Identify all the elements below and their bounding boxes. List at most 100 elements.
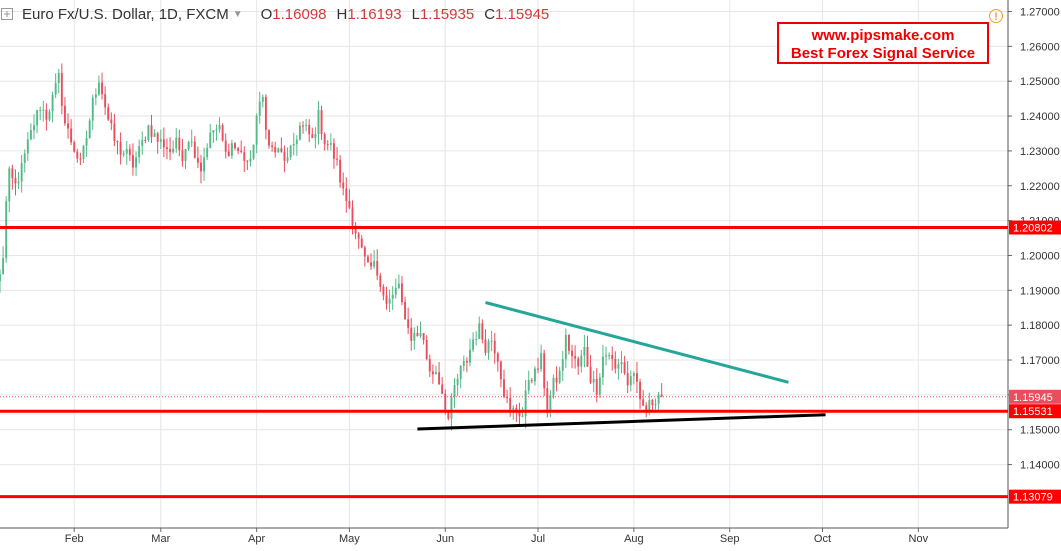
candle-body [379,275,382,287]
level-price-tag [1009,404,1061,419]
candle-body [60,72,63,106]
candle-body [373,260,376,267]
candle-body [261,97,264,102]
candle-body [540,353,543,369]
candle-body [450,397,453,419]
promo-banner: www.pipsmake.com Best Forex Signal Servi… [777,22,989,64]
candle-body [428,359,431,372]
candle-body [200,162,202,172]
candle-body [363,247,366,257]
candle-body [598,377,601,395]
symbol-title[interactable]: Euro Fx/U.S. Dollar, 1D, FXCM [22,5,229,23]
candle-body [348,200,351,208]
candle-body [614,358,617,369]
candle-body [5,201,8,259]
candle-body [326,144,329,146]
candle-body [286,157,289,161]
candle-body [382,286,385,296]
candle-body [339,159,342,183]
candle-body [623,362,626,374]
candle-body [268,129,270,146]
candle-body [169,149,172,153]
candle-body [113,123,116,141]
candle-body [499,361,502,380]
candle-body [110,119,113,124]
candle-body [264,97,267,130]
y-tick-label: 1.17000 [1020,355,1060,367]
candle-body [580,355,583,367]
candle-body [425,339,428,360]
candle-body [255,115,258,145]
candle-body [274,147,277,153]
y-tick-label: 1.15000 [1020,425,1060,437]
candle-body [190,141,193,143]
candle-body [196,157,199,163]
candle-body [203,157,206,172]
candle-body [651,399,654,406]
candle-body [512,407,515,410]
candle-body [447,410,450,419]
candle-body [26,139,29,154]
candle-body [639,381,642,400]
candle-body [308,124,311,135]
candle-body [394,287,397,295]
candle-body [187,142,190,150]
candle-body [14,178,17,184]
candle-body [592,378,595,383]
candle-body [135,157,138,168]
candle-body [558,370,561,383]
candle-body [645,405,648,411]
candle-body [29,130,32,140]
level-price-label: 1.13079 [1013,492,1053,504]
close-value: 1.15945 [495,5,550,23]
candle-body [583,347,586,356]
level-price-label: 1.15531 [1013,406,1053,418]
candle-body [605,355,607,357]
x-tick-label: Oct [814,533,831,545]
plus-minus-icon[interactable] [0,7,14,21]
candle-body [660,394,663,397]
candle-body [240,150,243,153]
exclamation-circle-icon[interactable]: ! [989,9,1003,23]
candle-body [184,149,187,162]
candle-body [311,134,314,138]
candle-body [193,141,196,158]
candle-body [305,124,308,126]
candle-body [42,109,45,111]
triangle-down-icon[interactable]: ▼ [232,8,243,20]
candle-body [608,354,611,356]
x-tick-label: Jul [531,533,545,545]
candle-body [521,416,524,418]
candle-body [166,147,168,150]
candle-body [128,149,131,156]
candle-body [342,182,345,189]
candle-body [459,365,462,379]
candle-body [215,129,218,131]
candle-body [527,380,530,391]
candle-body [407,319,410,328]
candle-body [277,148,280,153]
candle-body [586,347,589,367]
candle-body [181,150,184,162]
candle-body [487,341,490,353]
candle-body [475,338,478,340]
candle-body [314,134,317,138]
candle-body [289,145,292,158]
candle-body [552,377,555,396]
candle-body [36,110,39,126]
candle-body [564,334,567,360]
high-label: H [336,5,348,23]
candle-body [632,373,635,377]
candle-body [490,340,493,342]
candle-body [571,350,573,357]
candle-body [206,147,209,158]
candle-body [258,101,261,116]
candle-body [435,372,437,375]
x-tick-label: Aug [624,533,644,545]
candle-body [298,125,301,140]
close-label: C [484,5,496,23]
y-tick-label: 1.20000 [1020,250,1060,262]
candle-body [249,158,252,162]
